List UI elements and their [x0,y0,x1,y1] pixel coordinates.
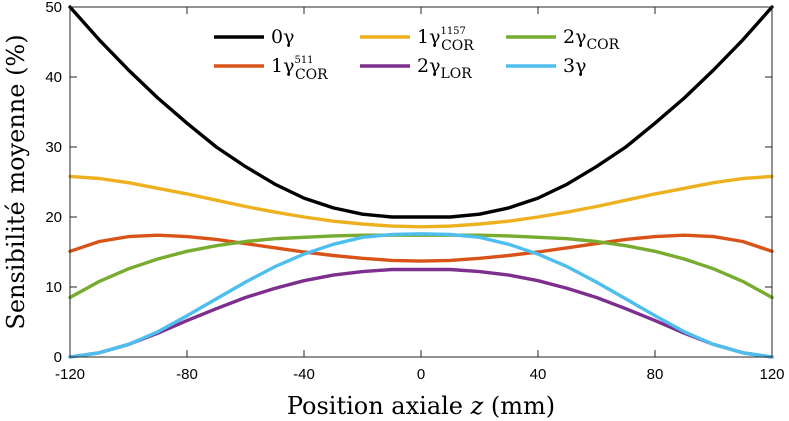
series-line-0 [68,5,774,219]
x-tick-label: 120 [759,366,784,383]
y-tick-label: 40 [45,69,62,86]
series-line-5 [68,232,774,359]
series-line-4 [68,233,774,300]
x-tick-label: -120 [55,366,85,383]
y-axis-title: Sensibilité moyenne (%) [2,34,30,329]
series-line-3 [68,267,774,359]
legend-label-1: 1γ511 COR [271,55,328,83]
legend: 0γ 1γ1157 COR 2γCOR 1γ511 COR 2γLOR 3γ [214,26,620,83]
y-tick-label: 0 [54,349,62,366]
series-line-2 [68,174,774,229]
x-tick-label: 80 [647,366,664,383]
y-tick-label: 10 [45,279,62,296]
x-tick-label: 40 [530,366,547,383]
legend-label-4: 2γCOR [563,26,620,53]
x-tick-label: -80 [176,366,198,383]
series-line-1 [68,233,774,263]
y-tick-label: 20 [45,209,62,226]
y-tick-label: 30 [45,139,62,156]
x-axis-title: Position axiale z (mm) [287,392,555,420]
legend-label-2: 1γ1157 COR [417,26,474,54]
legend-label-5: 3γ [563,55,586,77]
legend-label-3: 2γLOR [417,55,472,82]
y-tick-label: 50 [45,0,62,16]
x-tick-label: 0 [417,366,425,383]
legend-label-0: 0γ [271,26,294,48]
ticks-layer: -120 -80 -40 0 40 80 120 0 10 20 30 40 50 [45,0,784,383]
x-tick-label: -40 [293,366,315,383]
series-layer [68,5,774,359]
